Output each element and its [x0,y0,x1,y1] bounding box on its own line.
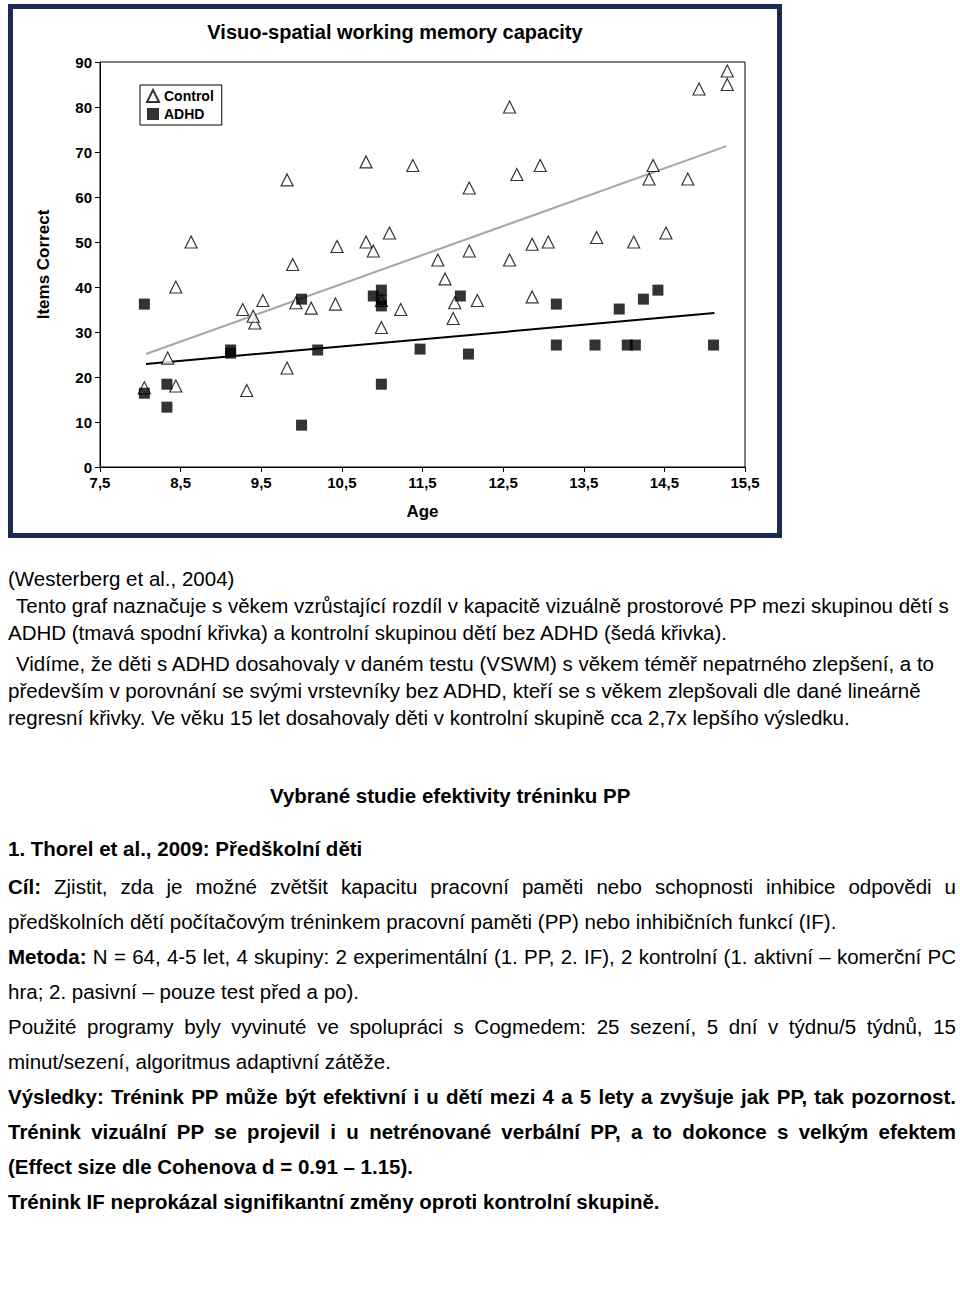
html-text:Výsledky: Trénink PP může být: Výsledky: Trénink PP může být efektivní … [8,1085,956,1178]
html-text:Metoda: N = 64, 4-5 let, 4 sku: Metoda: N = 64, 4-5 let, 4 skupiny: 2 ex… [8,945,956,1003]
svg-text:10,5: 10,5 [327,474,356,491]
svg-text:90: 90 [75,54,92,71]
svg-text:40: 40 [75,279,92,296]
svg-text:50: 50 [75,234,92,251]
svg-text:60: 60 [75,189,92,206]
html-text:Cíl:: Cíl: [8,875,41,898]
html-text:Vidíme, že děti s ADHD dosahov: Vidíme, že děti s ADHD dosahovaly v dané… [8,652,934,729]
svg-text:8,5: 8,5 [170,474,191,491]
html-text:Vybrané studie efektivity trén: Vybrané studie efektivity tréninku PP [270,784,631,807]
svg-text:15,5: 15,5 [730,474,759,491]
html-text:1. Thorel et al., 2009: Předšk: 1. Thorel et al., 2009: Předškolní děti [8,837,363,860]
svg-text:13,5: 13,5 [569,474,598,491]
html-text:Zjistit, zda je možné zvětšit: Zjistit, zda je možné zvětšit kapacitu p… [8,875,956,933]
svg-text:Control: Control [164,88,214,104]
svg-text:30: 30 [75,324,92,341]
svg-text:20: 20 [75,369,92,386]
svg-text:80: 80 [75,99,92,116]
svg-text:Visuo-spatial working memory c: Visuo-spatial working memory capacity [207,21,583,43]
html-text:Tento graf naznačuje s věkem v: Tento graf naznačuje s věkem vzrůstající… [8,594,949,644]
html-text:Trénink IF neprokázal signifik: Trénink IF neprokázal signifikantní změn… [8,1190,660,1213]
svg-text:70: 70 [75,144,92,161]
svg-text:Age: Age [406,502,438,521]
svg-text:7,5: 7,5 [90,474,111,491]
svg-text:14,5: 14,5 [650,474,679,491]
svg-text:ADHD: ADHD [164,106,204,122]
svg-text:12,5: 12,5 [489,474,518,491]
svg-text:Items Correct: Items Correct [34,209,53,319]
svg-text:0: 0 [84,459,92,476]
html-text:Použité programy byly vyvinuté: Použité programy byly vyvinuté ve spolup… [8,1015,956,1073]
svg-text:9,5: 9,5 [251,474,272,491]
svg-text:10: 10 [75,414,92,431]
html-text:(Westerberg et al., 2004): (Westerberg et al., 2004) [8,567,235,590]
svg-text:11,5: 11,5 [408,474,436,491]
